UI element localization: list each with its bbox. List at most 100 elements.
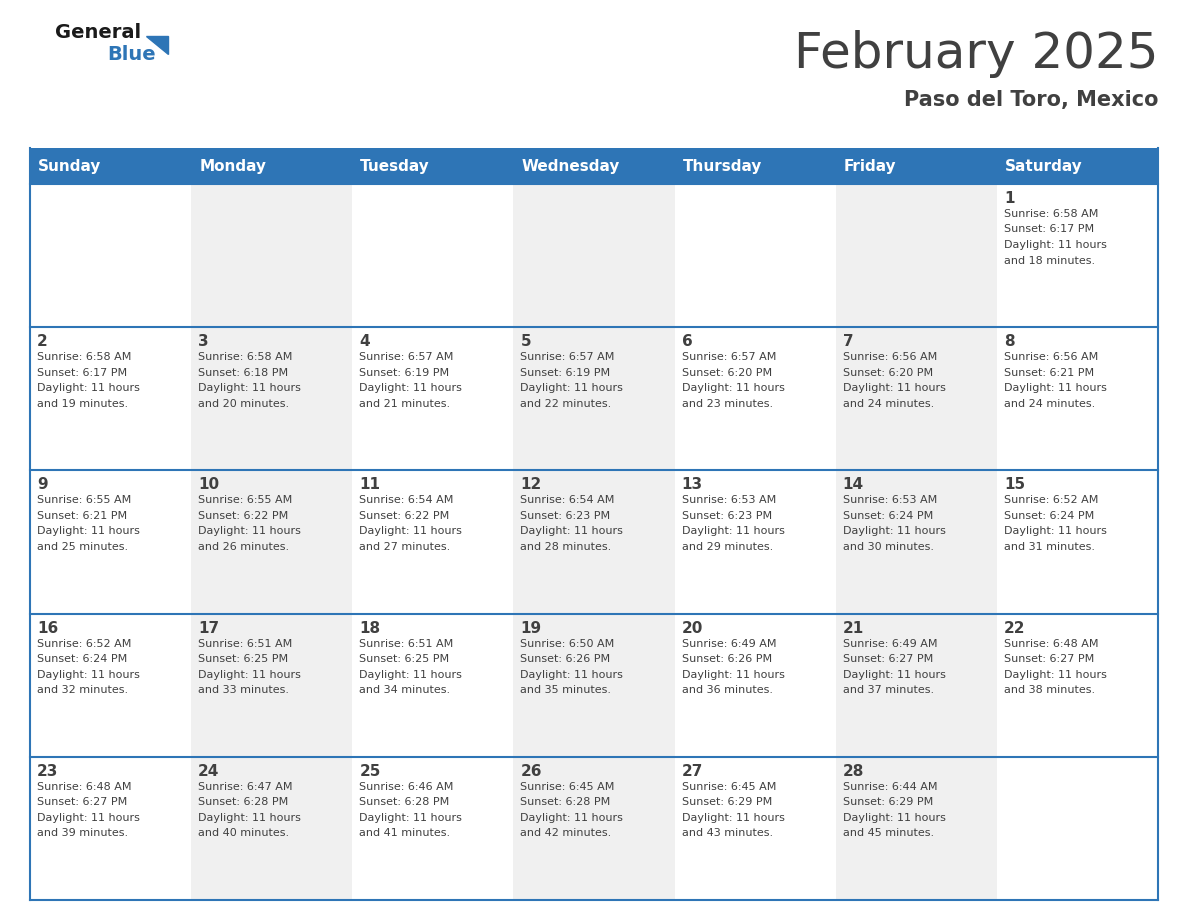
Text: Sunday: Sunday bbox=[38, 159, 101, 174]
Text: February 2025: February 2025 bbox=[794, 30, 1158, 78]
Text: Daylight: 11 hours: Daylight: 11 hours bbox=[37, 383, 140, 393]
Text: Daylight: 11 hours: Daylight: 11 hours bbox=[682, 669, 784, 679]
Text: and 33 minutes.: and 33 minutes. bbox=[198, 685, 289, 695]
Text: Sunrise: 6:58 AM: Sunrise: 6:58 AM bbox=[1004, 209, 1098, 219]
Text: and 37 minutes.: and 37 minutes. bbox=[842, 685, 934, 695]
Text: Daylight: 11 hours: Daylight: 11 hours bbox=[359, 812, 462, 823]
Text: Sunrise: 6:57 AM: Sunrise: 6:57 AM bbox=[682, 353, 776, 363]
Bar bbox=[513, 756, 675, 900]
Bar bbox=[997, 184, 1158, 327]
Text: Sunset: 6:27 PM: Sunset: 6:27 PM bbox=[37, 798, 127, 807]
Text: 2: 2 bbox=[37, 334, 48, 349]
Bar bbox=[353, 613, 513, 756]
Text: Sunrise: 6:44 AM: Sunrise: 6:44 AM bbox=[842, 782, 937, 792]
Text: Paso del Toro, Mexico: Paso del Toro, Mexico bbox=[904, 90, 1158, 110]
Bar bbox=[835, 470, 997, 613]
Text: Tuesday: Tuesday bbox=[360, 159, 430, 174]
Text: 13: 13 bbox=[682, 477, 702, 492]
Text: Sunset: 6:25 PM: Sunset: 6:25 PM bbox=[198, 655, 289, 664]
Bar bbox=[675, 756, 835, 900]
Bar bbox=[513, 184, 675, 327]
Text: 3: 3 bbox=[198, 334, 209, 349]
Bar bbox=[30, 184, 191, 327]
Bar bbox=[353, 184, 513, 327]
Text: 6: 6 bbox=[682, 334, 693, 349]
Bar bbox=[835, 613, 997, 756]
Text: Sunrise: 6:58 AM: Sunrise: 6:58 AM bbox=[37, 353, 132, 363]
Text: and 25 minutes.: and 25 minutes. bbox=[37, 542, 128, 552]
Bar bbox=[675, 148, 835, 184]
Text: Sunset: 6:20 PM: Sunset: 6:20 PM bbox=[682, 368, 772, 377]
Text: 21: 21 bbox=[842, 621, 864, 635]
Text: Sunset: 6:22 PM: Sunset: 6:22 PM bbox=[359, 511, 449, 521]
Text: Daylight: 11 hours: Daylight: 11 hours bbox=[198, 526, 301, 536]
Text: and 24 minutes.: and 24 minutes. bbox=[842, 398, 934, 409]
Bar bbox=[513, 613, 675, 756]
Text: Daylight: 11 hours: Daylight: 11 hours bbox=[520, 383, 624, 393]
Text: Daylight: 11 hours: Daylight: 11 hours bbox=[682, 812, 784, 823]
Text: Sunrise: 6:54 AM: Sunrise: 6:54 AM bbox=[359, 496, 454, 506]
Text: 12: 12 bbox=[520, 477, 542, 492]
Text: Daylight: 11 hours: Daylight: 11 hours bbox=[198, 812, 301, 823]
Text: 20: 20 bbox=[682, 621, 703, 635]
Text: Sunrise: 6:55 AM: Sunrise: 6:55 AM bbox=[37, 496, 131, 506]
Bar bbox=[191, 327, 353, 470]
Text: 27: 27 bbox=[682, 764, 703, 778]
Text: Daylight: 11 hours: Daylight: 11 hours bbox=[842, 526, 946, 536]
Text: Sunset: 6:24 PM: Sunset: 6:24 PM bbox=[37, 655, 127, 664]
Text: Blue: Blue bbox=[107, 45, 156, 64]
Bar bbox=[513, 470, 675, 613]
Text: Monday: Monday bbox=[200, 159, 266, 174]
Text: Daylight: 11 hours: Daylight: 11 hours bbox=[842, 812, 946, 823]
Text: Sunset: 6:19 PM: Sunset: 6:19 PM bbox=[520, 368, 611, 377]
Text: and 42 minutes.: and 42 minutes. bbox=[520, 828, 612, 838]
Bar bbox=[997, 756, 1158, 900]
Text: Daylight: 11 hours: Daylight: 11 hours bbox=[842, 669, 946, 679]
Text: 24: 24 bbox=[198, 764, 220, 778]
Text: Sunrise: 6:54 AM: Sunrise: 6:54 AM bbox=[520, 496, 615, 506]
Text: 15: 15 bbox=[1004, 477, 1025, 492]
Text: Sunrise: 6:51 AM: Sunrise: 6:51 AM bbox=[359, 639, 454, 649]
Text: 23: 23 bbox=[37, 764, 58, 778]
Text: and 41 minutes.: and 41 minutes. bbox=[359, 828, 450, 838]
Text: Sunset: 6:23 PM: Sunset: 6:23 PM bbox=[682, 511, 772, 521]
Text: Sunset: 6:28 PM: Sunset: 6:28 PM bbox=[359, 798, 449, 807]
Text: Daylight: 11 hours: Daylight: 11 hours bbox=[37, 669, 140, 679]
Text: Sunset: 6:25 PM: Sunset: 6:25 PM bbox=[359, 655, 449, 664]
Text: Sunset: 6:17 PM: Sunset: 6:17 PM bbox=[37, 368, 127, 377]
Text: and 27 minutes.: and 27 minutes. bbox=[359, 542, 450, 552]
Text: Sunset: 6:24 PM: Sunset: 6:24 PM bbox=[1004, 511, 1094, 521]
Bar bbox=[997, 327, 1158, 470]
Bar bbox=[191, 184, 353, 327]
Text: Sunset: 6:23 PM: Sunset: 6:23 PM bbox=[520, 511, 611, 521]
Text: Daylight: 11 hours: Daylight: 11 hours bbox=[37, 526, 140, 536]
Text: and 36 minutes.: and 36 minutes. bbox=[682, 685, 772, 695]
Text: Sunrise: 6:53 AM: Sunrise: 6:53 AM bbox=[682, 496, 776, 506]
Text: and 35 minutes.: and 35 minutes. bbox=[520, 685, 612, 695]
Bar bbox=[675, 327, 835, 470]
Bar bbox=[191, 756, 353, 900]
Text: and 23 minutes.: and 23 minutes. bbox=[682, 398, 772, 409]
Text: Daylight: 11 hours: Daylight: 11 hours bbox=[520, 812, 624, 823]
Text: 7: 7 bbox=[842, 334, 853, 349]
Text: General: General bbox=[55, 23, 141, 42]
Text: 19: 19 bbox=[520, 621, 542, 635]
Text: and 26 minutes.: and 26 minutes. bbox=[198, 542, 289, 552]
Bar bbox=[30, 327, 191, 470]
Text: Sunrise: 6:57 AM: Sunrise: 6:57 AM bbox=[359, 353, 454, 363]
Text: Daylight: 11 hours: Daylight: 11 hours bbox=[198, 383, 301, 393]
Text: Daylight: 11 hours: Daylight: 11 hours bbox=[359, 669, 462, 679]
Text: Daylight: 11 hours: Daylight: 11 hours bbox=[1004, 383, 1107, 393]
Text: 25: 25 bbox=[359, 764, 380, 778]
Polygon shape bbox=[146, 36, 168, 54]
Text: Sunset: 6:27 PM: Sunset: 6:27 PM bbox=[842, 655, 933, 664]
Text: 26: 26 bbox=[520, 764, 542, 778]
Text: Daylight: 11 hours: Daylight: 11 hours bbox=[37, 812, 140, 823]
Text: 17: 17 bbox=[198, 621, 220, 635]
Text: Sunset: 6:18 PM: Sunset: 6:18 PM bbox=[198, 368, 289, 377]
Bar bbox=[997, 470, 1158, 613]
Text: and 21 minutes.: and 21 minutes. bbox=[359, 398, 450, 409]
Text: 16: 16 bbox=[37, 621, 58, 635]
Text: and 28 minutes.: and 28 minutes. bbox=[520, 542, 612, 552]
Text: Sunset: 6:20 PM: Sunset: 6:20 PM bbox=[842, 368, 933, 377]
